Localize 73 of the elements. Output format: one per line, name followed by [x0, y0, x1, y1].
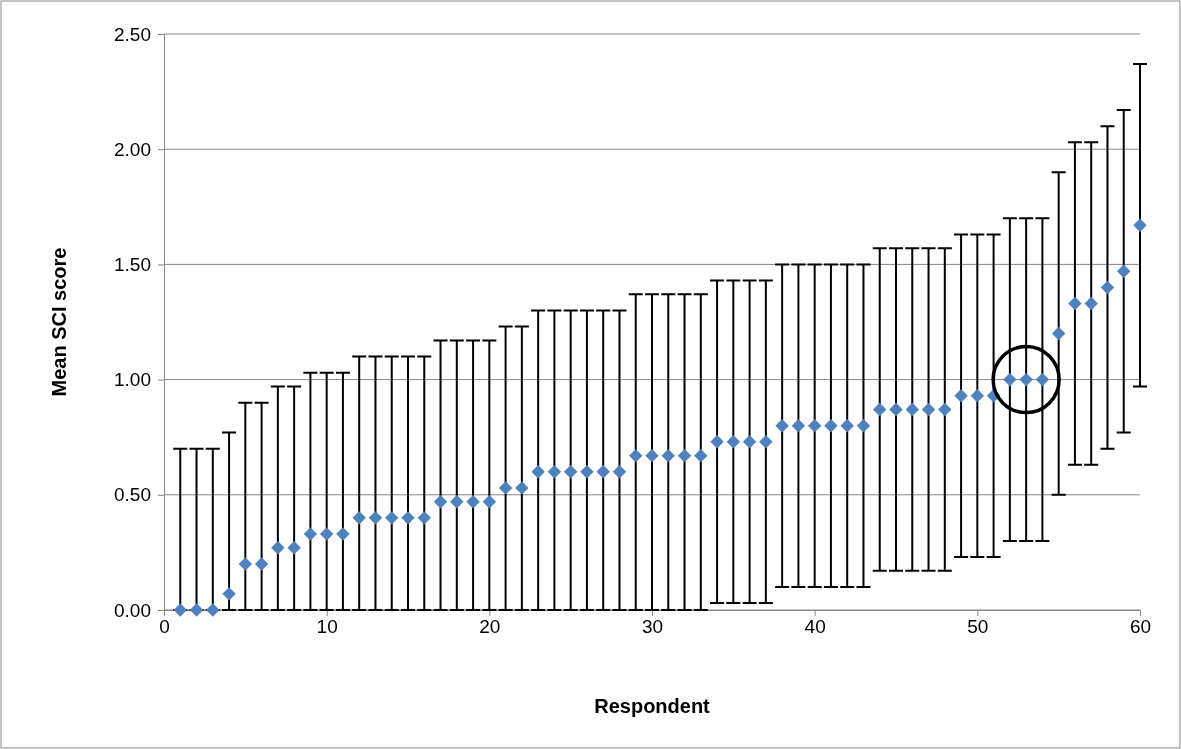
point — [466, 495, 480, 509]
point — [417, 511, 431, 525]
point — [368, 511, 383, 525]
point — [954, 389, 968, 403]
point — [970, 389, 985, 403]
point — [742, 435, 757, 449]
x-tick-label: 50 — [967, 616, 989, 637]
point — [612, 465, 627, 479]
point — [271, 541, 285, 555]
point — [873, 402, 887, 417]
point — [856, 418, 871, 433]
y-tick-label: 2.00 — [114, 138, 151, 160]
point — [1084, 296, 1098, 311]
point — [629, 448, 643, 463]
point — [547, 465, 562, 479]
point — [580, 465, 594, 479]
point — [1051, 326, 1066, 341]
point — [352, 511, 366, 525]
point — [563, 465, 578, 479]
point — [677, 448, 692, 463]
y-axis-title: Mean SCI score — [48, 247, 70, 397]
point — [807, 418, 822, 433]
y-tick-label: 0.50 — [114, 484, 151, 506]
y-tick-label: 1.50 — [114, 253, 151, 275]
y-tick-label: 1.00 — [114, 369, 151, 391]
point — [450, 495, 464, 509]
x-tick-label: 40 — [804, 616, 826, 637]
point — [401, 511, 415, 525]
point — [938, 402, 952, 417]
point — [889, 402, 903, 417]
point — [1100, 280, 1115, 295]
point — [254, 557, 269, 571]
point — [824, 418, 838, 433]
point — [1035, 372, 1050, 387]
point — [905, 402, 919, 417]
point — [531, 465, 545, 479]
x-tick-label: 20 — [479, 616, 501, 637]
point — [791, 418, 806, 433]
x-axis-title: Respondent — [594, 695, 711, 717]
point — [726, 435, 741, 449]
x-tick-label: 0 — [159, 616, 170, 637]
point — [222, 587, 236, 601]
point — [515, 481, 529, 495]
point — [694, 448, 708, 463]
point — [336, 527, 350, 541]
point — [498, 481, 513, 495]
point — [433, 495, 448, 509]
point — [921, 402, 936, 417]
point — [482, 495, 497, 509]
point — [775, 418, 789, 433]
point — [189, 603, 204, 617]
point — [385, 511, 399, 525]
point — [710, 435, 724, 449]
point — [1003, 372, 1017, 387]
point — [173, 603, 187, 617]
x-tick-label: 10 — [316, 616, 338, 637]
x-tick-label: 60 — [1129, 616, 1152, 637]
point — [238, 557, 253, 571]
point — [840, 418, 854, 433]
point — [1117, 264, 1131, 279]
point — [645, 448, 659, 463]
point — [759, 435, 773, 449]
point — [661, 448, 675, 463]
x-tick-label: 30 — [641, 616, 664, 637]
point — [319, 527, 334, 541]
point — [1133, 218, 1147, 232]
y-tick-label: 2.50 — [114, 23, 151, 45]
y-tick-label: 0.00 — [114, 599, 151, 621]
point — [596, 465, 610, 479]
point — [303, 527, 318, 541]
point — [206, 603, 220, 617]
point — [1068, 296, 1082, 311]
point — [287, 541, 301, 555]
